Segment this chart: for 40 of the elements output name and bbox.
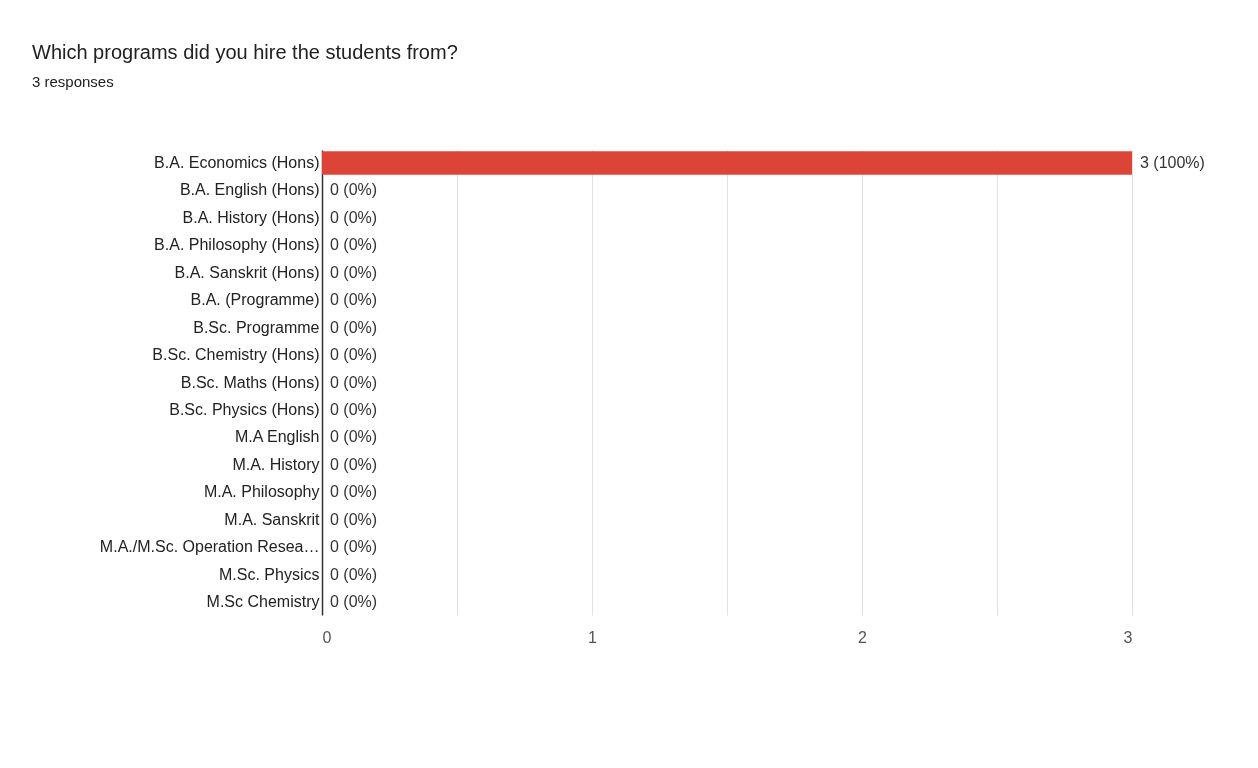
y-tick-label: B.Sc. Maths (Hons): [180, 373, 320, 391]
y-tick-label: M.A./M.Sc. Operation Resea…: [99, 538, 320, 556]
y-tick-label: B.A. Sanskrit (Hons): [174, 263, 320, 281]
data-label: 0 (0%): [330, 483, 378, 501]
y-tick-label: M.Sc. Physics: [219, 565, 320, 583]
data-label: 0 (0%): [330, 373, 378, 391]
x-tick-label: 2: [858, 628, 868, 646]
data-label: 0 (0%): [330, 291, 378, 309]
data-label: 0 (0%): [330, 346, 378, 364]
y-tick-label: B.Sc. Programme: [193, 318, 320, 336]
data-label: 0 (0%): [330, 538, 378, 556]
y-tick-label: B.A. English (Hons): [179, 181, 320, 199]
data-label: 0 (0%): [330, 181, 378, 199]
y-tick-label: B.A. (Programme): [190, 291, 320, 309]
data-label: 0 (0%): [330, 592, 378, 610]
y-tick-label: B.A. Philosophy (Hons): [154, 236, 320, 254]
chart-title: Which programs did you hire the students from?: [32, 41, 458, 63]
y-tick-label: M.A. History: [232, 455, 320, 473]
y-tick-label: B.A. History (Hons): [182, 208, 320, 226]
data-label: 0 (0%): [330, 510, 378, 528]
data-label: 3 (100%): [1140, 154, 1205, 172]
data-label: 0 (0%): [330, 428, 378, 446]
data-label: 0 (0%): [330, 208, 378, 226]
x-tick-label: 0: [322, 628, 332, 646]
y-tick-label: B.Sc. Physics (Hons): [169, 400, 320, 418]
data-label: 0 (0%): [330, 565, 378, 583]
data-label: 0 (0%): [330, 263, 378, 281]
y-tick-label: M.A English: [235, 428, 320, 446]
y-tick-label: M.A. Sanskrit: [224, 510, 321, 528]
y-tick-label: B.A. Economics (Hons): [154, 154, 320, 172]
y-tick-label: M.A. Philosophy: [203, 483, 320, 501]
text: 3 responses: [32, 73, 114, 90]
data-label: 0 (0%): [330, 236, 378, 254]
data-label: 0 (0%): [330, 318, 378, 336]
y-tick-label: M.Sc Chemistry: [206, 592, 320, 610]
data-label: 0 (0%): [330, 455, 378, 473]
y-tick-label: B.Sc. Chemistry (Hons): [152, 346, 320, 364]
x-tick-label: 3: [1123, 628, 1133, 646]
data-label: 0 (0%): [330, 400, 378, 418]
x-tick-label: 1: [588, 628, 598, 646]
